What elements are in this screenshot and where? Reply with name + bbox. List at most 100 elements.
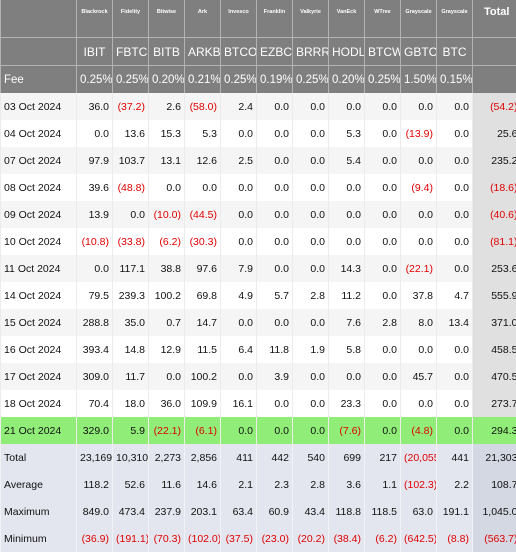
date-cell: 09 Oct 2024: [1, 201, 77, 228]
flow-cell: (22.1): [401, 255, 437, 282]
summary-cell: 43.4: [293, 498, 329, 525]
total-column-header: Total: [473, 0, 516, 38]
flow-cell: 2.8: [293, 282, 329, 309]
date-cell: 21 Oct 2024: [1, 417, 77, 444]
flow-cell: 3.9: [257, 363, 293, 390]
fee-value: 0.19%: [257, 66, 293, 94]
flow-cell: 0.0: [221, 174, 257, 201]
flow-cell: (4.8): [401, 417, 437, 444]
summary-cell: 60.9: [257, 498, 293, 525]
summary-cell: 52.6: [113, 471, 149, 498]
ticker-header: ARKB: [185, 38, 221, 66]
summary-cell: 411: [221, 444, 257, 471]
flow-cell: 13.4: [437, 309, 473, 336]
flow-cell: 0.0: [401, 201, 437, 228]
flow-cell: 109.9: [185, 390, 221, 417]
header-corner: [1, 0, 77, 38]
flow-cell: 0.0: [437, 417, 473, 444]
flow-cell: 8.0: [401, 309, 437, 336]
flow-cell: 309.0: [77, 363, 113, 390]
flow-cell: 38.8: [149, 255, 185, 282]
flow-cell: 0.0: [401, 228, 437, 255]
summary-total-cell: 1,045.0: [473, 498, 516, 525]
summary-cell: (38.4): [329, 525, 365, 552]
summary-label: Minimum: [1, 525, 77, 552]
issuer-name: Valkyrie: [293, 0, 329, 38]
summary-cell: 2.8: [293, 471, 329, 498]
date-cell: 11 Oct 2024: [1, 255, 77, 282]
flow-cell: 23.3: [329, 390, 365, 417]
flow-cell: 11.2: [329, 282, 365, 309]
summary-cell: 14.6: [185, 471, 221, 498]
flow-cell: 0.0: [221, 417, 257, 444]
flow-cell: 6.4: [221, 336, 257, 363]
ticker-corner: [1, 38, 77, 66]
summary-cell: 849.0: [77, 498, 113, 525]
flow-cell: 0.0: [329, 228, 365, 255]
summary-cell: 10,310: [113, 444, 149, 471]
summary-cell: (20.2): [293, 525, 329, 552]
flow-cell: 0.0: [437, 201, 473, 228]
flow-cell: 13.1: [149, 147, 185, 174]
flow-cell: 0.0: [329, 174, 365, 201]
flow-cell: 12.9: [149, 336, 185, 363]
fee-value: 0.25%: [113, 66, 149, 94]
summary-cell: 191.1: [437, 498, 473, 525]
summary-cell: 118.2: [77, 471, 113, 498]
flow-cell: 13.9: [77, 201, 113, 228]
summary-label: Maximum: [1, 498, 77, 525]
flow-cell: 97.6: [185, 255, 221, 282]
summary-cell: 2.1: [221, 471, 257, 498]
summary-cell: 63.0: [401, 498, 437, 525]
flow-cell: 117.1: [113, 255, 149, 282]
summary-cell: 11.6: [149, 471, 185, 498]
flow-cell: 1.9: [293, 336, 329, 363]
row-total-cell: 458.5: [473, 336, 516, 363]
ticker-header: EZBC: [257, 38, 293, 66]
summary-cell: (8.8): [437, 525, 473, 552]
flow-cell: 0.0: [257, 93, 293, 120]
fee-value: 0.21%: [185, 66, 221, 94]
summary-cell: (70.3): [149, 525, 185, 552]
fee-label: Fee: [1, 66, 77, 94]
summary-cell: 442: [257, 444, 293, 471]
issuer-name: Ark: [185, 0, 221, 38]
flow-cell: 0.0: [257, 417, 293, 444]
flow-cell: 239.3: [113, 282, 149, 309]
flow-cell: 5.3: [329, 120, 365, 147]
flow-cell: 36.0: [77, 93, 113, 120]
issuer-name: Invesco: [221, 0, 257, 38]
flow-cell: 0.0: [437, 174, 473, 201]
date-cell: 14 Oct 2024: [1, 282, 77, 309]
row-total-cell: 25.6: [473, 120, 516, 147]
issuer-header-row: Blackrock Fidelity Bitwise Ark Invesco F…: [1, 0, 516, 38]
flow-cell: 2.5: [221, 147, 257, 174]
fee-value: 0.25%: [365, 66, 401, 94]
flow-cell: 5.4: [329, 147, 365, 174]
flow-cell: 0.0: [365, 174, 401, 201]
flow-cell: 0.0: [293, 363, 329, 390]
flow-cell: 36.0: [149, 390, 185, 417]
flow-cell: 39.6: [77, 174, 113, 201]
flow-cell: 0.0: [113, 201, 149, 228]
flow-cell: (48.8): [113, 174, 149, 201]
flow-cell: 0.0: [185, 174, 221, 201]
flow-cell: 35.0: [113, 309, 149, 336]
flow-cell: 0.0: [365, 282, 401, 309]
flow-cell: 15.3: [149, 120, 185, 147]
flow-cell: (10.8): [77, 228, 113, 255]
flow-cell: 5.7: [257, 282, 293, 309]
summary-cell: 540: [293, 444, 329, 471]
flow-cell: 0.0: [221, 363, 257, 390]
flow-cell: 0.0: [437, 147, 473, 174]
summary-label: Total: [1, 444, 77, 471]
summary-cell: (36.9): [77, 525, 113, 552]
ticker-header: BTCO: [221, 38, 257, 66]
flow-cell: 7.9: [221, 255, 257, 282]
summary-cell: 63.4: [221, 498, 257, 525]
summary-cell: 2,856: [185, 444, 221, 471]
summary-cell: 23,169: [77, 444, 113, 471]
